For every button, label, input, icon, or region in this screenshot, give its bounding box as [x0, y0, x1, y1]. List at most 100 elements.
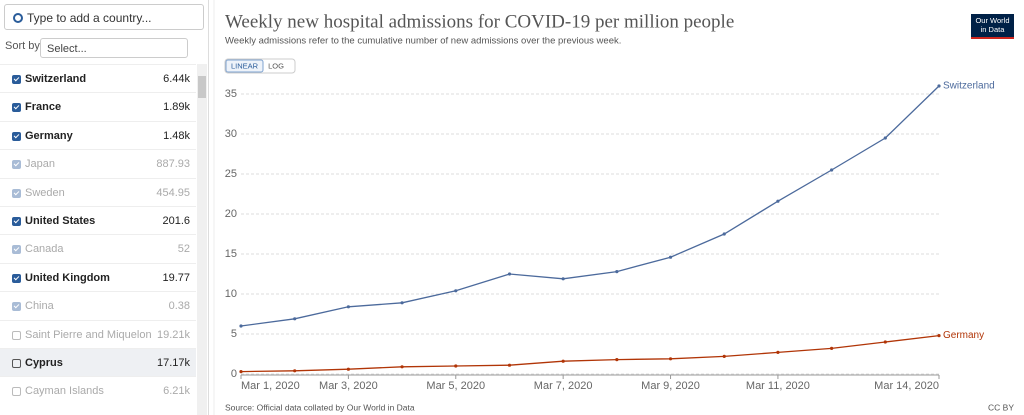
country-name: Sweden: [25, 186, 65, 199]
country-value: 1.48k: [163, 129, 190, 142]
y-tick-label: 20: [225, 208, 237, 220]
country-row[interactable]: Cyprus 17.17k: [0, 348, 196, 377]
country-name: Switzerland: [25, 73, 87, 85]
sidebar: Type to add a country... Sort by Select.…: [0, 0, 209, 415]
country-name: United States: [25, 215, 96, 227]
checkbox[interactable]: [12, 245, 21, 255]
y-tick-label: 5: [231, 328, 237, 340]
search-box[interactable]: Type to add a country...: [4, 4, 204, 30]
country-name: Canada: [25, 243, 64, 256]
y-tick-label: 30: [225, 128, 237, 140]
point: [883, 340, 887, 344]
x-tick-label: Mar 11, 2020: [746, 380, 810, 392]
logo-text: in Data: [981, 25, 1006, 34]
point: [776, 199, 780, 203]
checkbox[interactable]: [12, 217, 21, 226]
x-tick-label: Mar 7, 2020: [534, 380, 593, 392]
chart-subtitle: Weekly admissions refer to the cumulativ…: [225, 36, 621, 47]
point: [293, 317, 297, 321]
country-name: Cyprus: [25, 357, 63, 369]
series-line: [240, 85, 940, 327]
y-tick-label: 15: [225, 248, 237, 260]
country-value: 0.38: [168, 300, 190, 313]
checkbox[interactable]: [12, 330, 21, 340]
y-tick-label: 0: [231, 368, 237, 380]
country-row[interactable]: France 1.89k: [0, 92, 196, 121]
country-row[interactable]: Sweden 454.95: [0, 177, 196, 207]
point: [346, 305, 350, 309]
series-label: Germany: [943, 330, 984, 341]
sort-label: Sort by: [5, 40, 40, 52]
country-name: China: [25, 300, 54, 313]
country-value: 52: [177, 243, 190, 256]
country-name: Cayman Islands: [25, 385, 104, 398]
point: [883, 136, 887, 140]
logo-stripe: [971, 37, 1014, 39]
point: [561, 277, 565, 281]
point: [722, 354, 726, 358]
sort-select[interactable]: Select...: [40, 38, 188, 58]
point: [507, 272, 512, 276]
point: [239, 370, 243, 374]
country-value: 19.21k: [156, 328, 190, 341]
checkbox[interactable]: [12, 75, 21, 84]
checkbox[interactable]: [12, 188, 21, 198]
country-value: 6.21k: [163, 385, 190, 398]
checkbox[interactable]: [12, 131, 21, 141]
country-row[interactable]: Saint Pierre and Miquelon 19.21k: [0, 319, 196, 349]
point: [937, 334, 941, 338]
linear-button-label: LINEAR: [231, 61, 259, 70]
country-row[interactable]: Canada 52: [0, 234, 196, 263]
point: [454, 289, 458, 293]
checkbox[interactable]: [12, 160, 21, 170]
source: Source: Official data collated by Our Wo…: [225, 402, 415, 412]
y-tick-label: 35: [225, 88, 237, 100]
country-value: 19.77: [162, 271, 190, 284]
point: [400, 365, 404, 369]
series-line: [240, 334, 940, 373]
y-tick-label: 25: [225, 168, 237, 180]
point: [722, 232, 726, 236]
checkbox[interactable]: [12, 302, 21, 312]
country-name: France: [25, 101, 62, 114]
checkbox[interactable]: [12, 359, 21, 368]
scrollbar[interactable]: [197, 64, 207, 415]
checkbox[interactable]: [12, 387, 21, 397]
country-name: Saint Pierre and Miquelon: [25, 328, 152, 341]
checkbox[interactable]: [12, 273, 21, 283]
country-row[interactable]: Switzerland 6.44k: [0, 64, 196, 93]
country-value: 887.93: [156, 158, 190, 171]
x-tick-label: Mar 5, 2020: [426, 380, 485, 392]
country-value: 454.95: [156, 186, 190, 199]
point: [239, 324, 243, 328]
point: [507, 363, 512, 367]
point: [937, 84, 941, 88]
log-button-label[interactable]: LOG: [268, 61, 284, 70]
y-tick-label: 10: [225, 288, 237, 300]
chart-title: Weekly new hospital admissions for COVID…: [225, 11, 734, 32]
country-value: 17.17k: [156, 357, 190, 369]
country-row[interactable]: Japan 887.93: [0, 149, 196, 178]
point: [346, 367, 350, 371]
point: [454, 364, 458, 368]
logo-text: Our World: [975, 16, 1009, 25]
linear-button[interactable]: [225, 59, 264, 73]
country-row[interactable]: China 0.38: [0, 291, 196, 320]
point: [615, 358, 619, 362]
license[interactable]: CC BY: [988, 402, 1014, 412]
point: [776, 350, 780, 354]
chart: Weekly new hospital admissions for COVID…: [213, 0, 1014, 415]
country-row[interactable]: Cayman Islands 6.21k: [0, 376, 196, 405]
country-row[interactable]: United States 201.6: [0, 206, 196, 235]
point: [561, 359, 565, 363]
checkbox[interactable]: [12, 103, 21, 113]
x-tick-label: Mar 9, 2020: [641, 380, 700, 392]
country-row[interactable]: Germany 1.48k: [0, 120, 196, 150]
logo[interactable]: [971, 14, 1014, 39]
country-row[interactable]: United Kingdom 19.77: [0, 262, 196, 292]
point: [830, 346, 834, 350]
country-value: 1.89k: [163, 101, 190, 114]
point: [668, 357, 673, 361]
point: [615, 270, 619, 274]
